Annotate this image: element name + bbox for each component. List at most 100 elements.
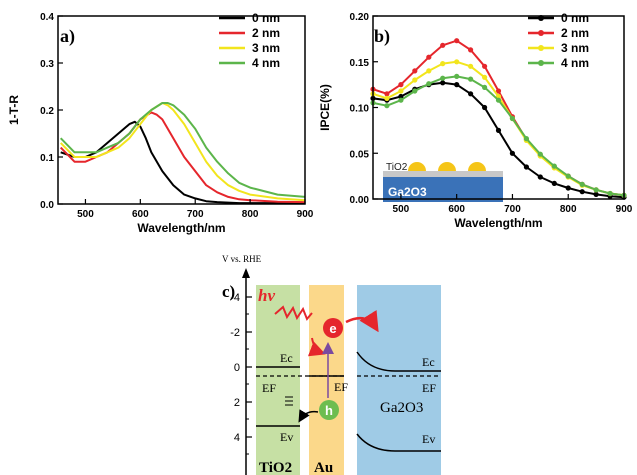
data-point <box>482 84 488 90</box>
data-point <box>426 68 432 74</box>
data-point <box>384 103 390 109</box>
legend-marker <box>538 60 544 66</box>
axis-tick-label: 4 <box>234 432 240 444</box>
x-axis-label: Wavelength/nm <box>454 216 542 230</box>
electron-label: e <box>329 321 336 336</box>
ga2o3-substrate <box>383 176 503 202</box>
legend-label: 4 nm <box>561 56 589 70</box>
panel-b-label: b) <box>374 26 390 47</box>
panel-a-label: a) <box>60 26 75 47</box>
panel-b-inset: TiO2 Ga2O3 <box>383 162 503 202</box>
x-tick-label: 800 <box>242 209 259 220</box>
x-tick-label: 600 <box>132 209 149 220</box>
ga2o3-ef-label: EF <box>422 381 436 395</box>
data-point <box>384 91 390 97</box>
y-tick-label: 0.2 <box>40 106 54 117</box>
x-tick-label: 500 <box>77 209 94 220</box>
x-tick-label: 800 <box>560 204 577 215</box>
data-point <box>440 75 446 81</box>
ga2o3-ec-band <box>356 351 441 372</box>
hole-transfer-arrow-icon <box>298 409 319 423</box>
data-point <box>537 174 543 180</box>
au-ef-label: EF <box>334 380 348 394</box>
x-tick-label: 700 <box>187 209 204 220</box>
data-point <box>565 185 571 191</box>
data-point <box>454 59 460 65</box>
data-point <box>579 181 585 187</box>
tio2-region <box>256 285 300 475</box>
data-point <box>495 88 502 94</box>
data-point <box>454 73 460 79</box>
data-point <box>551 180 557 186</box>
y-tick-label: 0.20 <box>350 12 370 23</box>
data-point <box>593 187 599 193</box>
x-tick-label: 900 <box>616 204 633 215</box>
inset-top-label: TiO2 <box>386 162 408 173</box>
data-point <box>412 77 418 83</box>
axis-tick-label: 0 <box>234 362 240 374</box>
data-point <box>454 38 460 44</box>
data-point <box>482 63 488 69</box>
legend-label: 2 nm <box>252 26 280 40</box>
electron-transfer-arrow-icon <box>345 309 379 333</box>
data-point <box>426 81 432 87</box>
hole-label: h <box>325 403 333 418</box>
data-point <box>509 150 515 156</box>
data-point <box>509 115 515 122</box>
x-tick-label: 600 <box>448 204 465 215</box>
data-point <box>523 164 530 170</box>
data-point <box>495 127 502 133</box>
series-line <box>59 102 306 198</box>
data-point <box>426 54 432 60</box>
data-point <box>607 190 613 197</box>
y-axis-label: 1-T-R <box>7 95 21 125</box>
ga2o3-region-label: Ga2O3 <box>380 400 423 416</box>
data-point <box>551 163 557 169</box>
axis-ticks <box>246 296 252 455</box>
legend-marker <box>538 45 544 51</box>
potential-axis-label: V vs. RHE <box>222 254 262 264</box>
legend-label: 3 nm <box>561 41 589 55</box>
data-point <box>412 88 418 94</box>
panel-a-chart: a) 500 600 700 800 900 0.0 0.1 0.2 0.3 0.4 Wavelen… <box>7 11 314 235</box>
x-axis-label: Wavelength/nm <box>137 221 225 235</box>
data-point <box>482 74 488 80</box>
y-tick-label: 0.00 <box>350 195 370 206</box>
y-tick-label: 0.10 <box>350 104 370 115</box>
axis-arrow-icon <box>242 268 250 278</box>
photon-label: hv <box>258 286 275 305</box>
legend-label: 0 nm <box>561 11 589 25</box>
tio2-layer <box>383 171 503 177</box>
au-particle <box>408 162 426 171</box>
data-point <box>593 191 599 197</box>
data-point <box>398 93 404 100</box>
data-point <box>398 82 404 88</box>
tio2-region-label: TiO2 <box>259 460 292 475</box>
y-tick-label: 0.05 <box>350 149 370 160</box>
data-point <box>565 173 571 179</box>
data-point <box>384 95 390 101</box>
legend-marker <box>538 15 544 21</box>
data-point <box>523 136 530 142</box>
panel-b-chart: b) TiO2 Ga2O3 500 600 700 800 900 0.00 0.05 0.1… <box>318 11 633 230</box>
panel-c-diagram: c) V vs. RHE -4 -2 0 2 4 <box>222 254 441 475</box>
y-tick-label: 0.4 <box>40 12 54 23</box>
data-point <box>468 63 474 69</box>
hole-icon <box>319 400 339 420</box>
data-point <box>468 91 474 97</box>
legend-label: 2 nm <box>561 26 589 40</box>
ga2o3-ev-label: Ev <box>422 432 435 446</box>
axis-tick-label: 2 <box>234 397 240 409</box>
data-point <box>440 61 446 67</box>
y-tick-label: 0.0 <box>40 200 54 211</box>
x-tick-label: 700 <box>504 204 521 215</box>
y-tick-label: 0.3 <box>40 59 54 70</box>
data-point <box>495 97 502 103</box>
panel-c-label: c) <box>222 282 235 301</box>
au-region <box>309 285 344 475</box>
photon-wave-icon <box>274 305 313 321</box>
data-point <box>398 88 404 94</box>
au-particle <box>438 162 456 171</box>
legend-label: 0 nm <box>252 11 280 25</box>
